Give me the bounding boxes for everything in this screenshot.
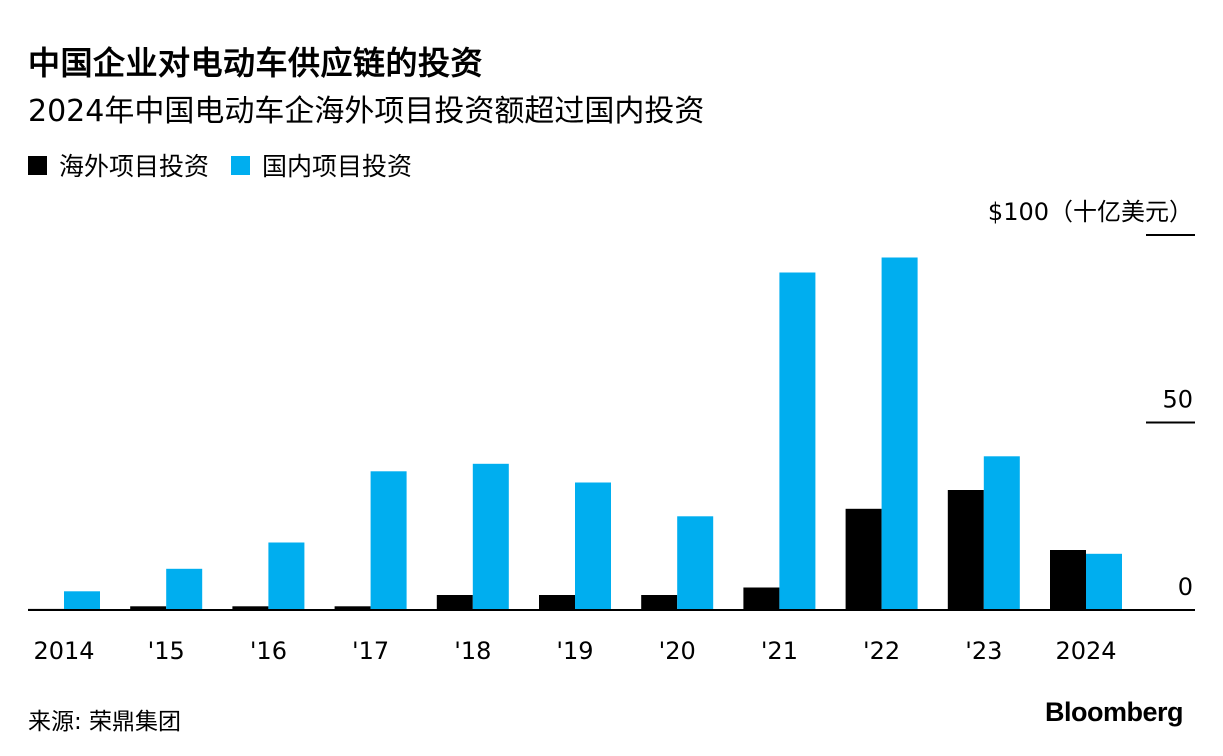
chart-title: 中国企业对电动车供应链的投资: [28, 44, 484, 82]
bar-domestic-7: [779, 272, 816, 610]
bar-domestic-10: [1086, 553, 1122, 611]
legend-label-overseas: 海外项目投资: [59, 152, 210, 181]
legend-item-overseas: 海外项目投资: [28, 147, 209, 183]
bar-overseas-6: [641, 595, 678, 610]
x-tick-label-7: '21: [761, 637, 798, 665]
bar-group: [28, 257, 1122, 611]
source-note: 来源: 荣鼎集团: [28, 709, 182, 735]
bar-overseas-2: [232, 606, 269, 611]
y-tick-label-2: $100（十亿美元）: [988, 198, 1193, 226]
legend-label-domestic: 国内项目投资: [262, 152, 413, 181]
legend-swatch-domestic: [231, 155, 251, 175]
x-tick-label-0: 2014: [33, 637, 94, 665]
bar-domestic-8: [881, 257, 918, 610]
x-tick-label-6: '20: [659, 637, 696, 665]
bar-domestic-5: [575, 482, 611, 610]
bar-domestic-6: [677, 516, 714, 611]
bar-domestic-9: [983, 456, 1020, 611]
bar-overseas-10: [1050, 550, 1086, 610]
x-tick-label-2: '16: [250, 637, 287, 665]
legend-item-domestic: 国内项目投资: [231, 147, 412, 183]
x-tick-label-10: 2024: [1055, 637, 1116, 665]
x-axis: 2014 '15 '16 '17 '18 '19 '20 '21 '22 '23 2024: [33, 637, 1116, 665]
y-axis: 0 50 $100（十亿美元）: [988, 198, 1195, 601]
bar-overseas-9: [947, 490, 984, 610]
y-tick-label-0: 0: [1178, 573, 1193, 601]
bar-domestic-2: [268, 542, 305, 610]
x-tick-label-3: '17: [352, 637, 389, 665]
x-tick-label-8: '22: [863, 637, 900, 665]
bar-overseas-5: [539, 595, 575, 610]
bar-overseas-1: [130, 606, 167, 611]
bar-domestic-4: [472, 463, 509, 611]
bar-overseas-7: [743, 587, 780, 610]
legend: 海外项目投资 国内项目投资: [28, 147, 434, 183]
bar-domestic-3: [370, 471, 407, 611]
x-tick-label-9: '23: [965, 637, 1002, 665]
bar-overseas-3: [334, 606, 371, 611]
x-tick-label-4: '18: [454, 637, 491, 665]
bar-domestic-0: [64, 591, 100, 611]
x-tick-label-5: '19: [556, 637, 593, 665]
bar-domestic-1: [166, 568, 203, 611]
x-tick-label-1: '15: [148, 637, 185, 665]
bar-overseas-4: [436, 595, 473, 610]
bar-overseas-8: [845, 508, 882, 611]
chart-subtitle: 2024年中国电动车企海外项目投资额超过国内投资: [28, 94, 705, 129]
legend-swatch-overseas: [28, 155, 47, 175]
y-tick-label-1: 50: [1162, 386, 1193, 414]
bloomberg-logo: Bloomberg: [1044, 697, 1184, 727]
